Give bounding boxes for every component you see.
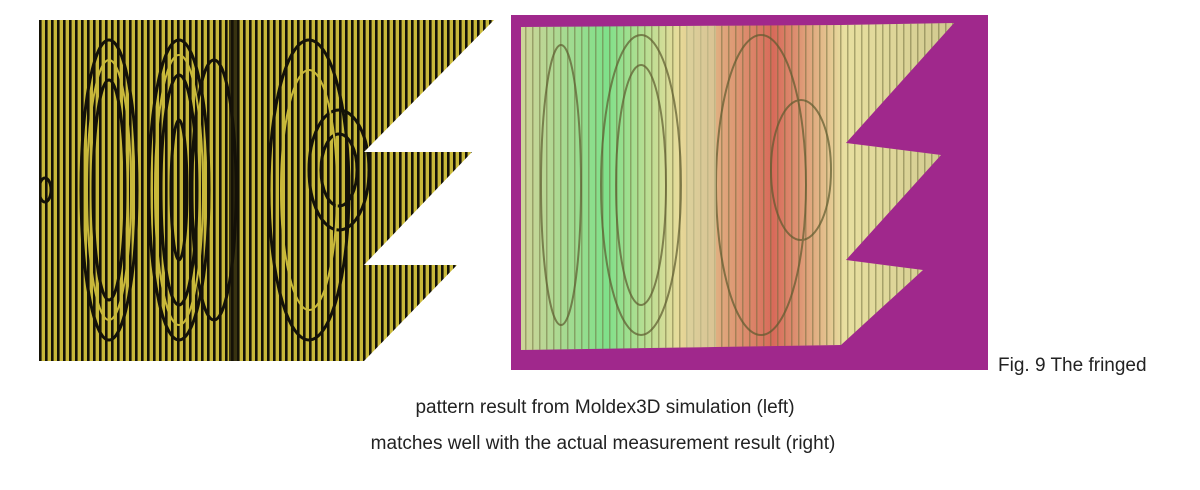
measurement-fringe-photo: [511, 15, 988, 370]
figure-caption-line-1: Fig. 9 The fringed: [998, 355, 1147, 376]
figure-caption-line-3: matches well with the actual measurement…: [370, 433, 836, 454]
simulation-fringe-graphic: [39, 20, 494, 361]
measurement-fringe-graphic: [511, 15, 988, 370]
simulation-fringe-image: [39, 20, 494, 361]
figure-caption-line-2: pattern result from Moldex3D simulation …: [415, 397, 795, 418]
